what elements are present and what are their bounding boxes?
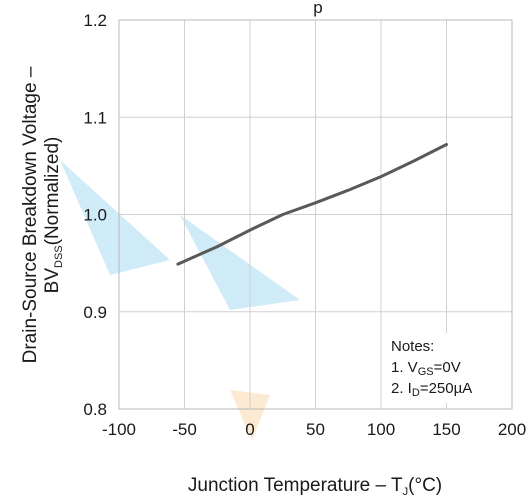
x-tick-label-5: 150 xyxy=(432,420,460,439)
notes-title: Notes: xyxy=(391,338,434,355)
notes-line1-prefix: 1. V xyxy=(391,359,418,376)
y-axis-label-bv-sub: DSS xyxy=(53,245,65,268)
y-axis-label-bv-rest: (Normalized) xyxy=(42,137,63,246)
x-tick-label-3: 50 xyxy=(306,420,325,439)
notes-box: Notes: 1. VGS=0V 2. ID=250µA xyxy=(386,333,500,403)
y-axis-label-line1: Drain-Source Breakdown Voltage – xyxy=(20,66,41,363)
watermark xyxy=(60,160,300,440)
notes-line2: 2. ID=250µA xyxy=(391,380,472,399)
y-tick-label-4: 1.2 xyxy=(83,11,107,30)
x-tick-label-6: 200 xyxy=(498,420,526,439)
y-axis-label: Drain-Source Breakdown Voltage – BVDSS(N… xyxy=(20,66,65,363)
y-tick-label-3: 1.1 xyxy=(83,108,107,127)
notes-line2-prefix: 2. I xyxy=(391,380,412,397)
notes-line1: 1. VGS=0V xyxy=(391,359,461,378)
x-tick-labels: -100 -50 0 50 100 150 200 xyxy=(102,420,526,439)
x-axis-label: Junction Temperature – TJ(°C) xyxy=(188,475,442,498)
plot-border xyxy=(118,19,513,410)
series-lines xyxy=(176,143,448,266)
y-tick-labels: 0.8 0.9 1.0 1.1 1.2 xyxy=(83,11,107,419)
y-tick-label-0: 0.8 xyxy=(83,400,107,419)
notes-line1-sub: GS xyxy=(418,366,434,378)
x-axis-label-main: Junction Temperature – T xyxy=(188,475,403,496)
x-tick-label-4: 100 xyxy=(367,420,395,439)
x-axis-label-unit: (°C) xyxy=(408,475,442,496)
notes-background xyxy=(386,333,500,403)
notes-line2-sub: D xyxy=(412,387,420,399)
plot-frame xyxy=(118,19,513,410)
notes-line1-rest: =0V xyxy=(434,359,461,376)
y-axis-label-line2: BVDSS(Normalized) xyxy=(42,137,65,294)
series-line-0 xyxy=(176,143,448,266)
chart-title: p xyxy=(313,0,322,17)
y-tick-label-1: 0.9 xyxy=(83,303,107,322)
notes-line2-rest: =250µA xyxy=(420,380,472,397)
x-tick-label-0: -100 xyxy=(102,420,136,439)
x-tick-label-2: 0 xyxy=(245,420,254,439)
x-tick-label-1: -50 xyxy=(172,420,197,439)
y-tick-label-2: 1.0 xyxy=(83,206,107,225)
y-axis-label-bv: BV xyxy=(42,268,63,294)
x-axis-label-sub: J xyxy=(403,486,409,498)
